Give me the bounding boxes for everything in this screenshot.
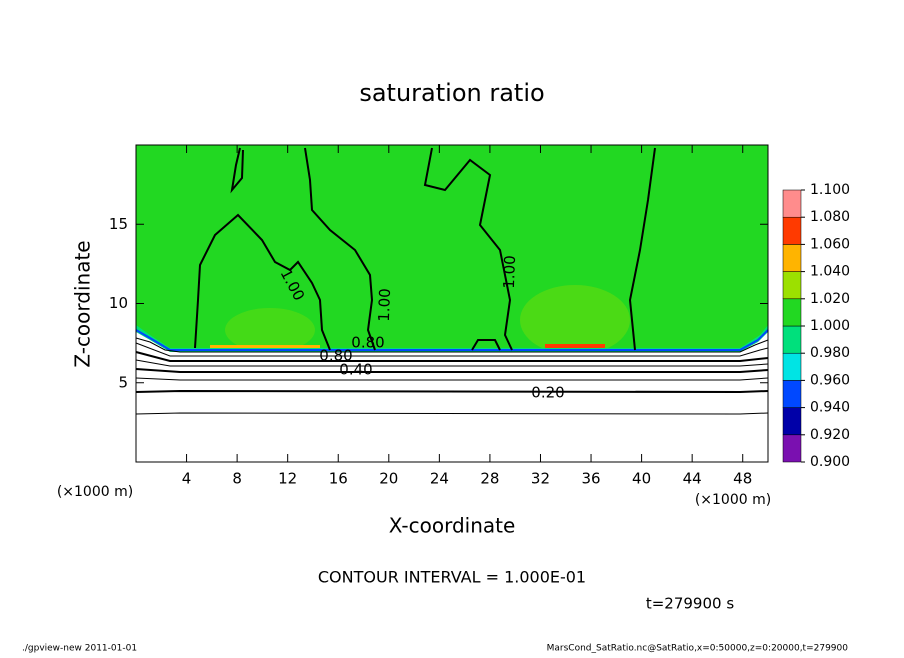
- colorbar-band: [782, 352, 802, 381]
- x-tick-label: 40: [632, 470, 651, 488]
- colorbar-label: 1.060: [810, 236, 850, 252]
- contour-line: [628, 147, 656, 351]
- y-tick-label: 5: [118, 373, 128, 391]
- contour-line: [135, 368, 769, 373]
- colorbar-band: [782, 189, 802, 218]
- x-tick-label: 20: [379, 470, 398, 488]
- contour-label: 0.80: [351, 334, 384, 352]
- field-peak: [545, 344, 605, 348]
- field-edge: [135, 329, 769, 351]
- x-tick-label: 44: [683, 470, 702, 488]
- x-tick-label: 32: [531, 470, 550, 488]
- colorbar-label: 0.960: [810, 372, 850, 388]
- contour-line: [135, 412, 769, 415]
- x-tick-label: 28: [480, 470, 499, 488]
- y-tick-label: 15: [109, 215, 128, 233]
- contour-label: 1.00: [500, 255, 519, 289]
- footer-left: ./gpview-new 2011-01-01: [22, 644, 137, 654]
- colorbar-band: [782, 434, 802, 463]
- colorbar-label: 1.040: [810, 264, 850, 280]
- footer-right: MarsCond_SatRatio.nc@SatRatio,x=0:50000,…: [547, 644, 849, 654]
- contour-lines: [135, 147, 769, 415]
- y-axis-label: Z-coordinate: [71, 240, 95, 367]
- contour-line: [135, 342, 769, 357]
- contour-interval: CONTOUR INTERVAL = 1.000E-01: [318, 568, 586, 587]
- x-tick-label: 16: [329, 470, 348, 488]
- x-tick-label: 48: [733, 470, 752, 488]
- colorbar-label: 0.920: [810, 427, 850, 443]
- contour-line: [304, 147, 376, 351]
- colorbar-label: 1.020: [810, 291, 850, 307]
- field-peak: [210, 345, 320, 348]
- chart-title: saturation ratio: [359, 79, 544, 107]
- colorbar-band: [782, 216, 802, 245]
- contour-line: [471, 339, 501, 351]
- plot-field: [135, 145, 769, 462]
- contour-label: 0.80: [319, 347, 352, 365]
- x-tick-label: 24: [430, 470, 449, 488]
- contour-line: [135, 351, 769, 362]
- contour-label: 0.20: [531, 384, 564, 402]
- colorbar-band: [782, 271, 802, 300]
- colorbar-band: [782, 325, 802, 354]
- contour-line: [135, 377, 769, 381]
- colorbar-band: [782, 407, 802, 436]
- x-axis-label: X-coordinate: [389, 514, 516, 538]
- contour-line: [230, 147, 244, 194]
- x-unit: (×1000 m): [57, 484, 133, 500]
- x-tick-label: 8: [232, 470, 242, 488]
- colorbar-band: [782, 298, 802, 327]
- colorbar-label: 0.940: [810, 400, 850, 416]
- colorbar-label: 1.080: [810, 209, 850, 225]
- x-tick-label: 12: [278, 470, 297, 488]
- contour-line: [135, 359, 769, 367]
- contour-line: [135, 389, 769, 394]
- colorbar-label: 1.100: [810, 182, 850, 198]
- contour-line: [135, 337, 769, 353]
- field-dry: [136, 332, 768, 462]
- field-high: [225, 308, 315, 352]
- colorbar-label: 0.980: [810, 345, 850, 361]
- colorbar-label: 0.900: [810, 454, 850, 470]
- contour-label: 0.40: [339, 361, 372, 379]
- field-high: [520, 285, 630, 355]
- colorbar-band: [782, 244, 802, 272]
- contour-line: [194, 213, 331, 351]
- x-tick-label: 4: [182, 470, 192, 488]
- y-tick-label: 10: [109, 294, 128, 312]
- contour-line: [423, 147, 513, 351]
- time-label: t=279900 s: [646, 595, 734, 613]
- x-unit: (×1000 m): [695, 492, 771, 508]
- colorbar-band: [782, 380, 802, 408]
- x-tick-label: 36: [581, 470, 600, 488]
- contour-label: 1.00: [375, 288, 394, 322]
- colorbar-label: 1.000: [810, 318, 850, 334]
